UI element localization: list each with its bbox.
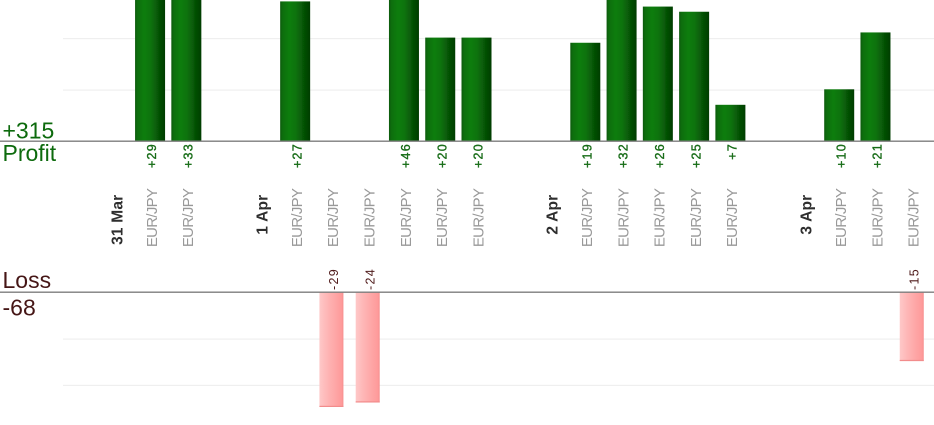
svg-text:-15: -15 — [907, 268, 921, 290]
svg-text:EUR/JPY: EUR/JPY — [144, 188, 161, 247]
svg-text:EUR/JPY: EUR/JPY — [180, 188, 197, 247]
svg-text:Loss: Loss — [3, 267, 52, 293]
svg-text:-68: -68 — [3, 294, 36, 320]
svg-text:-24: -24 — [363, 268, 377, 290]
svg-text:EUR/JPY: EUR/JPY — [470, 188, 487, 247]
svg-text:+19: +19 — [580, 143, 594, 168]
svg-text:+27: +27 — [290, 143, 304, 168]
svg-text:EUR/JPY: EUR/JPY — [906, 188, 923, 247]
svg-text:1 Apr: 1 Apr — [255, 195, 272, 235]
svg-text:+25: +25 — [689, 143, 703, 168]
svg-text:EUR/JPY: EUR/JPY — [361, 188, 378, 247]
svg-text:+20: +20 — [435, 143, 449, 168]
svg-text:+20: +20 — [472, 143, 486, 168]
svg-text:EUR/JPY: EUR/JPY — [289, 188, 306, 247]
svg-text:+32: +32 — [617, 143, 631, 168]
svg-text:EUR/JPY: EUR/JPY — [325, 188, 342, 247]
svg-text:EUR/JPY: EUR/JPY — [579, 188, 596, 247]
svg-text:EUR/JPY: EUR/JPY — [398, 188, 415, 247]
svg-text:EUR/JPY: EUR/JPY — [688, 188, 705, 247]
svg-text:31 Mar: 31 Mar — [110, 195, 127, 245]
svg-text:+26: +26 — [653, 143, 667, 168]
svg-text:2 Apr: 2 Apr — [545, 195, 562, 235]
svg-text:EUR/JPY: EUR/JPY — [724, 188, 741, 247]
svg-text:EUR/JPY: EUR/JPY — [652, 188, 669, 247]
svg-text:EUR/JPY: EUR/JPY — [615, 188, 632, 247]
svg-text:EUR/JPY: EUR/JPY — [434, 188, 451, 247]
svg-text:Profit: Profit — [3, 140, 57, 166]
svg-text:+315: +315 — [3, 117, 55, 143]
svg-text:+21: +21 — [871, 143, 885, 168]
svg-text:-29: -29 — [327, 268, 341, 290]
svg-text:+29: +29 — [145, 143, 159, 168]
svg-text:EUR/JPY: EUR/JPY — [833, 188, 850, 247]
svg-text:+33: +33 — [181, 143, 195, 168]
svg-text:+10: +10 — [834, 143, 848, 168]
svg-text:EUR/JPY: EUR/JPY — [869, 188, 886, 247]
svg-text:+46: +46 — [399, 143, 413, 168]
svg-text:+7: +7 — [726, 143, 740, 160]
svg-text:3 Apr: 3 Apr — [799, 195, 816, 235]
